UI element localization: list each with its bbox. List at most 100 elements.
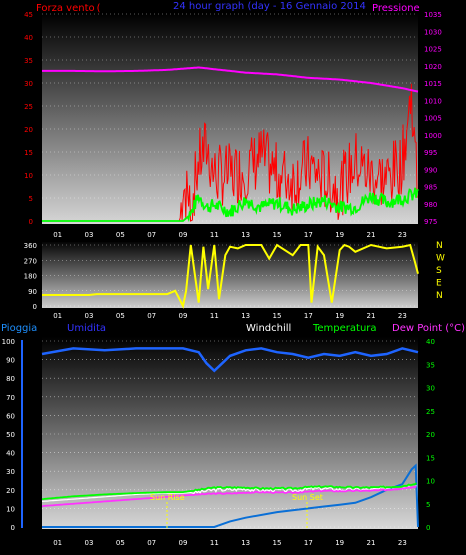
hour-tick-label: 13 — [241, 539, 250, 547]
temp-tick-label: 5 — [426, 501, 430, 509]
temp-humidity-panel: Pioggia Umidita Windchill Temperatura De… — [1, 323, 465, 547]
direction-tick-label: 360 — [24, 242, 37, 250]
wind-tick-label: 40 — [24, 34, 33, 42]
pressure-tick-label: 1010 — [424, 97, 442, 105]
hour-tick-label: 13 — [241, 231, 250, 239]
pressure-tick-label: 990 — [424, 166, 437, 174]
hour-tick-label: 01 — [53, 231, 62, 239]
hour-tick-label: 23 — [398, 539, 407, 547]
compass-letter: N — [436, 291, 443, 301]
pressure-tick-label: 1000 — [424, 132, 442, 140]
wind-plot-background — [42, 14, 418, 224]
direction-tick-label: 90 — [28, 288, 37, 296]
direction-tick-label: 0 — [33, 303, 37, 311]
wind-title: Forza vento( — [36, 3, 101, 14]
pressure-line — [42, 66, 419, 93]
temp-tick-label: 25 — [426, 408, 435, 416]
pressure-tick-label: 975 — [424, 218, 437, 226]
hour-tick-label: 01 — [53, 539, 62, 547]
legend-windchill: Windchill — [246, 323, 291, 334]
humidity-line — [41, 347, 419, 373]
hour-tick-label: 03 — [85, 539, 94, 547]
legend-temperatura: Temperatura — [312, 323, 377, 334]
wind-tick-label: 20 — [24, 126, 33, 134]
direction-tick-label: 180 — [24, 273, 37, 281]
hour-tick-label: 09 — [179, 539, 188, 547]
gust-line — [42, 187, 419, 223]
wind-left-axis: 45 40 35 30 25 20 15 10 5 0 — [24, 11, 33, 226]
sunrise-label: Sun Rise — [150, 493, 185, 502]
humidity-tick-label: 80 — [6, 375, 15, 383]
hour-tick-label: 15 — [273, 539, 282, 547]
humidity-tick-label: 10 — [6, 505, 15, 513]
legend-umidita: Umidita — [67, 323, 106, 334]
humidity-tick-label: 40 — [6, 450, 15, 458]
hour-tick-label: 21 — [367, 231, 376, 239]
pressure-tick-label: 985 — [424, 184, 437, 192]
humidity-tick-label: 70 — [6, 394, 15, 402]
wind-tick-label: 30 — [24, 80, 33, 88]
pressure-tick-label: 995 — [424, 149, 437, 157]
hour-tick-label: 19 — [335, 231, 344, 239]
temp-grid — [42, 340, 418, 528]
hour-tick-label: 07 — [147, 539, 156, 547]
hour-tick-label: 21 — [367, 539, 376, 547]
pressure-tick-label: 1020 — [424, 63, 442, 71]
hour-tick-label: 19 — [335, 539, 344, 547]
hour-tick-label: 11 — [210, 539, 219, 547]
compass-letter: N — [436, 241, 443, 251]
pressure-tick-label: 1025 — [424, 46, 442, 54]
sunset-label: Sun Set — [292, 493, 323, 502]
hour-tick-label: 07 — [147, 231, 156, 239]
hour-tick-label: 01 — [53, 312, 62, 320]
compass-letter: W — [436, 254, 445, 264]
temp-tick-label: 15 — [426, 454, 435, 462]
hour-tick-label: 23 — [398, 312, 407, 320]
temp-tick-label: 10 — [426, 478, 435, 486]
humidity-tick-label: 30 — [6, 468, 15, 476]
hour-tick-label: 23 — [398, 231, 407, 239]
pressure-right-axis: 1035 1030 1025 1020 1015 1010 1005 1000 995 990 98… — [424, 11, 442, 226]
direction-grid — [42, 244, 418, 307]
humidity-tick-label: 90 — [6, 357, 15, 365]
pressure-tick-label: 1035 — [424, 11, 442, 19]
wind-tick-label: 0 — [29, 218, 33, 226]
compass-letter: E — [436, 279, 442, 289]
direction-series — [42, 243, 419, 309]
temp-tick-label: 30 — [426, 385, 435, 393]
legend-pioggia: Pioggia — [1, 323, 37, 334]
hour-tick-label: 15 — [273, 312, 282, 320]
humidity-tick-label: 20 — [6, 487, 15, 495]
direction-line — [42, 243, 419, 309]
temp-tick-label: 40 — [426, 338, 435, 346]
hour-tick-label: 05 — [116, 231, 125, 239]
hour-tick-label: 05 — [116, 539, 125, 547]
humidity-tick-label: 0 — [11, 524, 15, 532]
wind-tick-label: 25 — [24, 103, 33, 111]
temp-series — [41, 347, 419, 528]
wind-x-axis: 01 03 05 07 09 11 13 15 17 19 21 23 — [53, 231, 407, 239]
windchill-line — [41, 484, 417, 502]
pressure-tick-label: 1030 — [424, 28, 442, 36]
hour-tick-label: 21 — [367, 312, 376, 320]
humidity-tick-label: 50 — [6, 431, 15, 439]
legend-dewpoint: Dew Point (°C) — [392, 323, 465, 334]
pressure-title: Pressione — [372, 3, 420, 14]
direction-x-axis: 01 03 05 07 09 11 13 15 17 19 21 23 — [53, 312, 407, 320]
temp-tick-label: 0 — [426, 524, 430, 532]
wind-tick-label: 45 — [24, 11, 33, 19]
hour-tick-label: 19 — [335, 312, 344, 320]
hour-tick-label: 15 — [273, 231, 282, 239]
temp-tick-label: 35 — [426, 361, 435, 369]
pressure-tick-label: 980 — [424, 201, 437, 209]
temp-right-axis: 40 35 30 25 20 15 10 5 0 — [426, 338, 435, 532]
wind-series — [42, 66, 419, 223]
hour-tick-label: 17 — [304, 231, 313, 239]
hour-tick-label: 11 — [210, 312, 219, 320]
rain-line — [42, 463, 419, 528]
dewpoint-line — [41, 485, 417, 507]
